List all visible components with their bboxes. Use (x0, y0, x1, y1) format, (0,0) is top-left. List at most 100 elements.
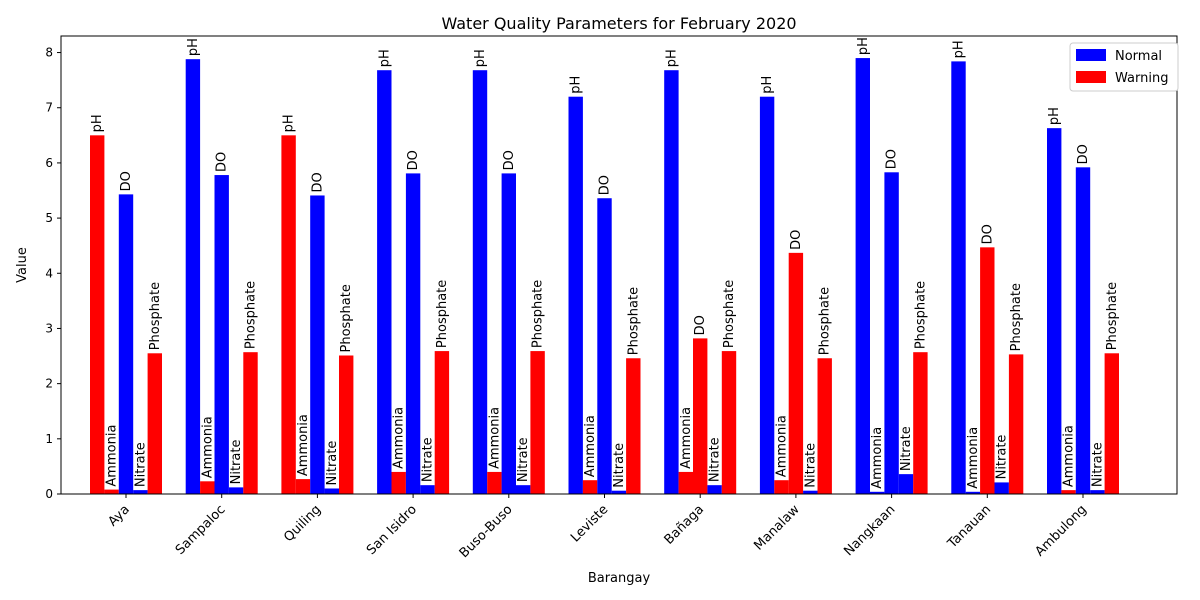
bar-do (118, 194, 134, 495)
y-axis-ticks: 0 1 2 3 4 5 6 7 8 (45, 46, 61, 501)
y-tick-label: 1 (45, 432, 53, 446)
bar-ammonia (774, 480, 789, 494)
bar-phosphate (1104, 353, 1119, 494)
bar-label-ammonia: Ammonia (775, 415, 790, 477)
bar-ph (472, 70, 488, 495)
bar-label-phosphate: Phosphate (148, 282, 163, 350)
y-tick-label: 0 (45, 487, 53, 501)
bar-label-do: DO (215, 152, 230, 172)
bar-nitrate (803, 490, 818, 494)
bar-ammonia (965, 491, 981, 494)
bar-nitrate (228, 487, 244, 494)
bar-do (693, 338, 708, 494)
bar-ammonia (678, 471, 693, 494)
bar-label-ammonia: Ammonia (966, 427, 981, 489)
x-tick-label: Quiling (281, 502, 324, 545)
x-tick-label: Aya (105, 502, 132, 529)
bar-do (884, 172, 899, 494)
bar-label-ph: pH (282, 114, 297, 132)
bar-ph (1047, 128, 1062, 495)
bar-label-do: DO (310, 172, 325, 192)
bar-label-nitrate: Nitrate (133, 442, 148, 487)
bar-label-nitrate: Nitrate (421, 437, 436, 482)
bar-phosphate (1008, 354, 1024, 494)
bar-label-ph: pH (186, 38, 201, 56)
bar-nitrate (516, 485, 531, 494)
bar-label-phosphate: Phosphate (244, 281, 259, 349)
bar-label-phosphate: Phosphate (626, 287, 641, 355)
bar-label-ammonia: Ammonia (487, 407, 502, 469)
bar-labels-group: pH Ammonia DO Nitrate Phosphate pH Ammonia DO Ni… (90, 37, 1120, 489)
bar-ph (951, 61, 966, 495)
x-tick-label: Leviste (568, 502, 611, 545)
bar-label-do: DO (406, 150, 421, 170)
bar-label-do: DO (885, 149, 900, 169)
bar-nitrate (994, 482, 1009, 494)
bar-label-nitrate: Nitrate (995, 435, 1010, 480)
bar-label-ph: pH (856, 37, 871, 55)
bar-label-phosphate: Phosphate (339, 284, 354, 352)
bar-label-ammonia: Ammonia (392, 407, 407, 469)
bar-nitrate (133, 490, 148, 494)
bar-ammonia (200, 481, 215, 494)
x-tick-label: Buso-Buso (457, 502, 516, 561)
bar-ammonia (582, 480, 598, 494)
bar-label-phosphate: Phosphate (1009, 283, 1024, 351)
bar-do (310, 195, 325, 494)
bar-label-nitrate: Nitrate (325, 441, 340, 486)
bars-group (90, 58, 1119, 495)
bar-label-ammonia: Ammonia (583, 415, 598, 477)
y-axis-label: Value (15, 247, 30, 283)
bar-ammonia (391, 471, 406, 494)
bar-label-nitrate: Nitrate (899, 426, 914, 471)
bar-nitrate (898, 474, 914, 494)
x-tick-label: Bañaga (662, 502, 707, 547)
bar-phosphate (243, 352, 258, 494)
bar-label-phosphate: Phosphate (818, 287, 833, 355)
bar-label-ammonia: Ammonia (1062, 425, 1077, 487)
legend-label-normal: Normal (1115, 49, 1162, 64)
x-axis-ticks: Aya Sampaloc Quiling San Isidro Buso-Buso Lev… (105, 494, 1090, 561)
bar-phosphate (530, 351, 545, 494)
bar-label-phosphate: Phosphate (1105, 282, 1120, 350)
y-tick-label: 5 (45, 211, 53, 225)
legend: Normal Warning (1069, 42, 1179, 92)
bar-label-do: DO (693, 315, 708, 335)
legend-swatch-warning (1076, 71, 1106, 83)
bar-label-do: DO (789, 230, 804, 250)
bar-nitrate (707, 485, 722, 494)
bar-label-do: DO (502, 150, 517, 170)
bar-ph (664, 70, 679, 495)
bar-do (788, 252, 804, 494)
plot-frame (60, 35, 1178, 495)
bar-ammonia (1061, 490, 1076, 494)
bar-label-phosphate: Phosphate (722, 280, 737, 348)
bar-label-nitrate: Nitrate (1090, 442, 1105, 487)
bar-label-do: DO (1076, 144, 1091, 164)
x-axis-label: Barangay (588, 571, 651, 586)
bar-phosphate (339, 355, 354, 494)
bar-do (214, 175, 229, 494)
bar-phosphate (817, 358, 832, 494)
bar-label-ph: pH (473, 49, 488, 67)
bar-do (501, 173, 516, 494)
y-tick-label: 8 (45, 46, 53, 60)
bar-label-ph: pH (1047, 107, 1062, 125)
chart-title: Water Quality Parameters for February 20… (441, 14, 796, 33)
bar-phosphate (721, 351, 737, 494)
bar-ammonia (870, 491, 885, 494)
bar-label-do: DO (119, 171, 134, 191)
bar-nitrate (420, 485, 435, 494)
y-tick-label: 3 (45, 321, 53, 335)
bar-do (1075, 167, 1091, 494)
bar-label-nitrate: Nitrate (516, 437, 531, 482)
bar-ph (855, 58, 870, 494)
bar-label-nitrate: Nitrate (708, 437, 723, 482)
bar-label-ammonia: Ammonia (296, 414, 311, 476)
bar-label-phosphate: Phosphate (435, 280, 450, 348)
bar-phosphate (626, 358, 641, 494)
x-tick-label: Tanauan (944, 502, 994, 552)
bar-label-phosphate: Phosphate (913, 281, 928, 349)
bar-phosphate (147, 353, 162, 494)
y-tick-label: 4 (45, 266, 53, 280)
